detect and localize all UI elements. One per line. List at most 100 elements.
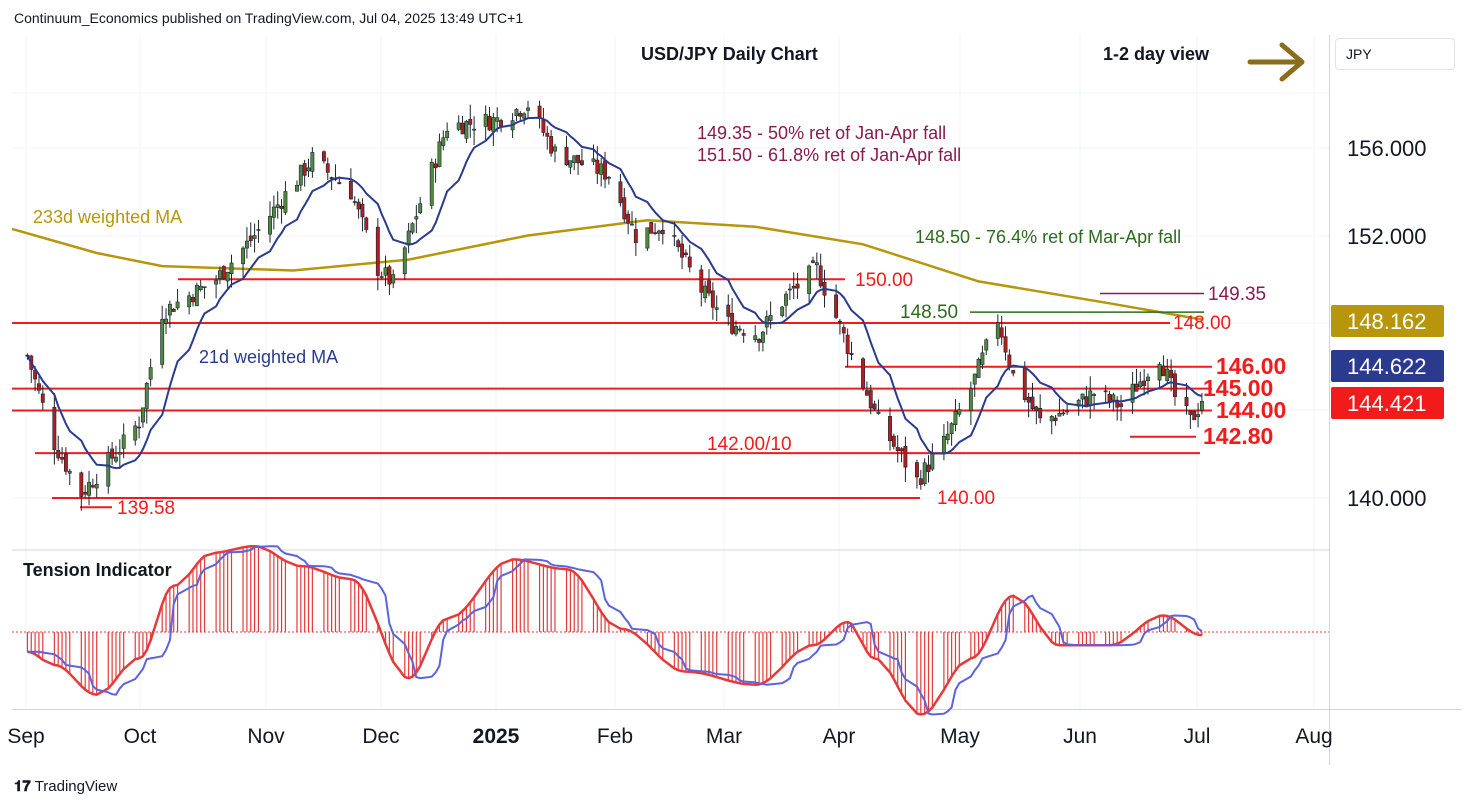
view-label: 1-2 day view: [1103, 44, 1210, 64]
candle: [256, 229, 261, 231]
candle: [915, 462, 919, 478]
level-label-139.58: 139.58: [117, 498, 175, 519]
level-label-150.00: 150.00: [855, 270, 913, 291]
candle: [872, 403, 877, 410]
publisher-header: Continuum_Economics published on Trading…: [14, 10, 524, 26]
candle: [191, 297, 195, 303]
tradingview-logo-icon: 𝟏𝟕: [14, 778, 31, 795]
candle: [899, 448, 904, 452]
candle: [460, 122, 465, 135]
price-badge-label: 148.162: [1347, 309, 1427, 334]
level-label-142.00-10: 142.00/10: [707, 434, 792, 455]
candle: [976, 358, 981, 378]
candle: [268, 215, 272, 235]
candle: [660, 229, 665, 235]
time-axis-divider: [12, 709, 1462, 710]
level-label-140.00: 140.00: [937, 488, 995, 509]
candle: [818, 265, 823, 287]
candle: [52, 407, 57, 450]
level-label-146.00: 146.00: [1216, 353, 1286, 379]
price-badge: [1331, 387, 1444, 419]
x-tick: Nov: [247, 725, 285, 748]
candle: [360, 203, 365, 218]
candle: [241, 247, 245, 265]
candle: [811, 260, 815, 263]
x-tick: 2025: [473, 725, 520, 748]
candle: [306, 167, 311, 172]
candle: [1199, 400, 1204, 411]
candle: [148, 367, 153, 380]
candle: [710, 290, 715, 308]
right-arrow-icon: [1247, 42, 1305, 82]
candle: [472, 128, 477, 131]
candle: [622, 197, 627, 220]
candle: [1184, 397, 1189, 407]
candle: [760, 331, 765, 343]
candle: [895, 447, 900, 452]
candle: [957, 409, 962, 415]
candle: [787, 288, 792, 291]
candle: [795, 283, 800, 289]
candle: [1103, 390, 1108, 393]
candle: [757, 339, 762, 343]
candle: [1007, 354, 1012, 367]
candle: [849, 353, 854, 356]
candle: [1011, 370, 1016, 374]
candle: [618, 181, 623, 204]
candle: [1107, 393, 1112, 402]
tension-signal-line: [27, 545, 1203, 716]
price-badge: [1331, 350, 1444, 382]
candle: [271, 206, 276, 218]
candle: [437, 141, 442, 167]
candle: [545, 132, 550, 137]
candle: [953, 411, 958, 426]
price-tick: 152.000: [1347, 224, 1427, 249]
candle: [1146, 376, 1150, 381]
candle: [491, 117, 496, 132]
candle: [814, 262, 819, 266]
candle: [864, 390, 869, 396]
candle: [834, 294, 839, 318]
level-label-144.00: 144.00: [1216, 397, 1286, 423]
candle: [456, 122, 461, 130]
price-tick: 140.000: [1347, 486, 1427, 511]
candle: [626, 213, 631, 224]
candle: [1188, 410, 1193, 415]
candle: [40, 393, 45, 403]
candle: [941, 435, 946, 455]
candle: [633, 229, 638, 244]
candle: [117, 452, 122, 455]
candle: [1111, 394, 1116, 401]
candle: [1092, 394, 1097, 396]
tension-line: [27, 544, 1203, 716]
candle: [214, 279, 219, 285]
price-badge-label: 144.622: [1347, 354, 1427, 379]
price-badge-label: 144.421: [1347, 391, 1427, 416]
candle: [337, 182, 342, 185]
currency-button[interactable]: JPY: [1335, 38, 1455, 70]
candle: [387, 266, 392, 285]
candle: [630, 223, 634, 226]
candle: [537, 105, 542, 118]
candle: [483, 113, 488, 127]
candle: [487, 115, 492, 131]
candle: [657, 230, 661, 234]
candle: [841, 327, 846, 334]
x-tick: Feb: [597, 725, 633, 748]
candle: [1057, 413, 1062, 417]
candle: [1003, 336, 1008, 353]
candle: [522, 113, 527, 119]
ma21-line: [26, 116, 1203, 470]
candle: [1053, 417, 1058, 421]
candle: [918, 478, 923, 485]
candle: [579, 160, 584, 166]
candle: [356, 201, 361, 210]
candle: [1130, 383, 1135, 403]
candle: [734, 326, 738, 335]
candle: [110, 448, 115, 459]
candle: [1049, 416, 1054, 422]
candle: [564, 147, 569, 166]
candle: [1161, 365, 1166, 377]
candle: [1169, 370, 1174, 378]
